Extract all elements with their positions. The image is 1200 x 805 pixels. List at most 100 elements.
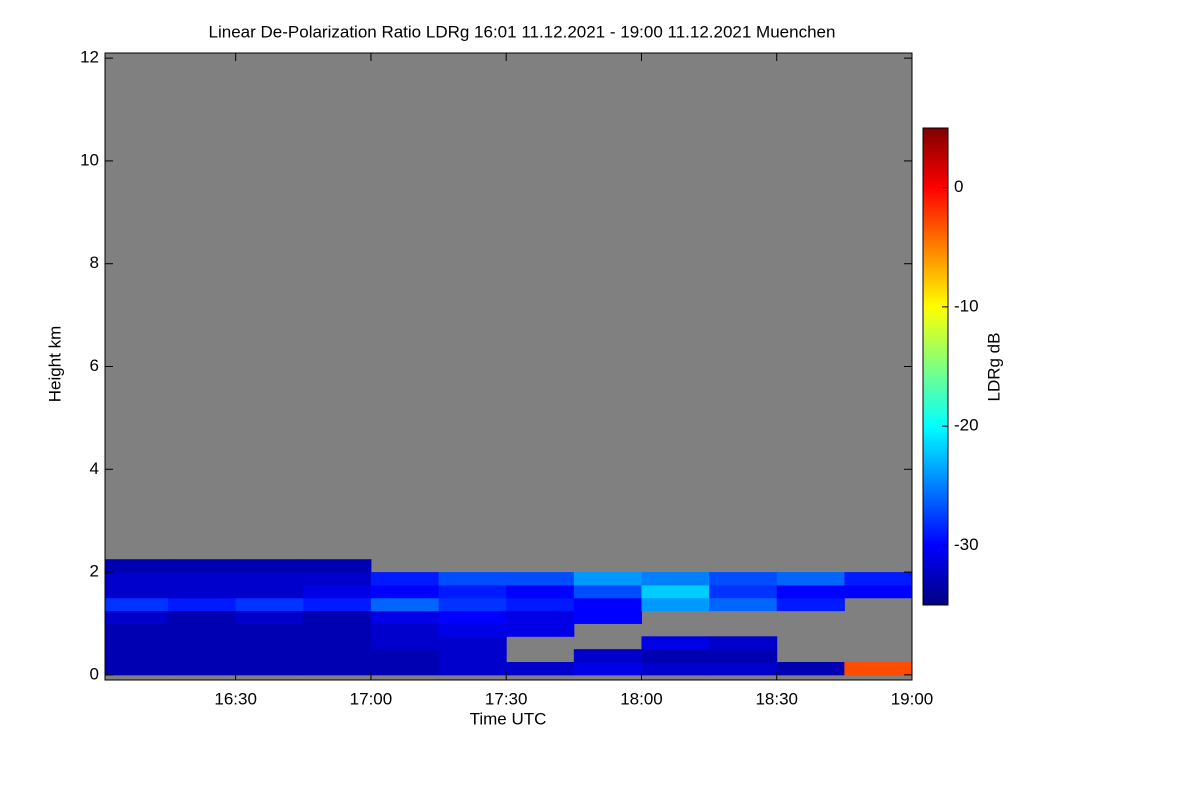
heatmap-cell (506, 597, 575, 612)
heatmap-cell (303, 559, 372, 573)
heatmap-cell (235, 610, 304, 624)
heatmap-cell (709, 662, 778, 676)
heatmap-cell (303, 636, 372, 650)
heatmap-cell (506, 572, 575, 586)
heatmap-cell (105, 649, 169, 663)
colorbar (922, 127, 949, 606)
heatmap-cell (168, 662, 237, 676)
y-tick-label: 0 (90, 664, 99, 683)
heatmap-cell (641, 649, 710, 663)
heatmap-cell (506, 584, 575, 599)
heatmap-cell (709, 572, 778, 586)
heatmap-cell (641, 584, 710, 599)
heatmap-cell (235, 662, 304, 676)
y-tick-label: 6 (90, 356, 99, 375)
x-tick-label: 19:00 (891, 689, 934, 708)
heatmap-cell (506, 623, 575, 637)
heatmap-cell (438, 610, 507, 624)
y-axis-label: Height km (45, 326, 64, 403)
heatmap-cell (776, 572, 845, 586)
y-tick-label: 10 (80, 150, 99, 169)
x-axis-label: Time UTC (470, 709, 547, 728)
heatmap-cell (370, 572, 440, 586)
heatmap-cell (370, 649, 440, 663)
colorbar-tick-label: 0 (954, 177, 963, 196)
heatmap-cell (776, 597, 845, 612)
heatmap-cell (370, 610, 440, 624)
heatmap-cell (573, 610, 642, 624)
heatmap-cell (844, 662, 912, 676)
heatmap-cell (709, 584, 778, 599)
heatmap-cell (438, 636, 507, 650)
heatmap-cell (573, 662, 642, 676)
heatmap-cell (168, 572, 237, 586)
heatmap-cell (105, 610, 169, 624)
heatmap-cell (105, 623, 169, 637)
heatmap-cell (235, 597, 304, 612)
heatmap-cell (168, 610, 237, 624)
x-tick-label: 17:30 (485, 689, 528, 708)
heatmap-cell (235, 649, 304, 663)
heatmap-cell (168, 649, 237, 663)
y-tick-label: 8 (90, 253, 99, 272)
heatmap-cell (303, 584, 372, 599)
heatmap-cell (235, 572, 304, 586)
heatmap-cell (303, 610, 372, 624)
heatmap-cell (438, 584, 507, 599)
heatmap-cell (168, 584, 237, 599)
heatmap-cell (438, 662, 507, 676)
heatmap-cell (105, 572, 169, 586)
colorbar-tick-label: -10 (954, 296, 979, 315)
heatmap-cell (573, 584, 642, 599)
heatmap-cell (303, 662, 372, 676)
heatmap-cell (105, 597, 169, 612)
heatmap-cell (168, 636, 237, 650)
heatmap-cell (641, 636, 710, 650)
heatmap-cell (235, 623, 304, 637)
x-tick-label: 18:30 (755, 689, 798, 708)
heatmap-cell (573, 572, 642, 586)
heatmap-cell (105, 584, 169, 599)
heatmap (105, 559, 912, 676)
heatmap-cell (303, 623, 372, 637)
heatmap-cell (641, 662, 710, 676)
heatmap-cell (168, 597, 237, 612)
y-tick-label: 12 (80, 48, 99, 67)
colorbar-label: LDRg dB (984, 333, 1003, 402)
chart-title: Linear De-Polarization Ratio LDRg 16:01 … (209, 22, 836, 41)
heatmap-cell (438, 597, 507, 612)
heatmap-cell (438, 623, 507, 637)
heatmap-cell (105, 559, 169, 573)
heatmap-cell (506, 610, 575, 624)
heatmap-cell (370, 662, 440, 676)
colorbar-tick-label: -30 (954, 535, 979, 554)
y-tick-label: 2 (90, 562, 99, 581)
x-tick-label: 17:00 (350, 689, 393, 708)
heatmap-cell (573, 649, 642, 663)
heatmap-cell (303, 597, 372, 612)
colorbar-tick-label: -20 (954, 416, 979, 435)
heatmap-cell (303, 572, 372, 586)
heatmap-cell (709, 597, 778, 612)
heatmap-cell (844, 584, 912, 599)
heatmap-cell (235, 559, 304, 573)
x-tick-label: 16:30 (214, 689, 257, 708)
x-tick-label: 18:00 (620, 689, 663, 708)
heatmap-cell (235, 636, 304, 650)
heatmap-cell (168, 559, 237, 573)
heatmap-cell (438, 572, 507, 586)
heatmap-cell (709, 636, 778, 650)
y-tick-label: 4 (90, 459, 99, 478)
heatmap-cell (235, 584, 304, 599)
heatmap-cell (844, 572, 912, 586)
heatmap-cell (506, 662, 575, 676)
heatmap-cell (168, 623, 237, 637)
heatmap-cell (105, 636, 169, 650)
heatmap-cell (709, 649, 778, 663)
heatmap-cell (776, 584, 845, 599)
heatmap-cell (370, 623, 440, 637)
heatmap-cell (438, 649, 507, 663)
heatmap-cell (105, 662, 169, 676)
heatmap-cell (573, 597, 642, 612)
